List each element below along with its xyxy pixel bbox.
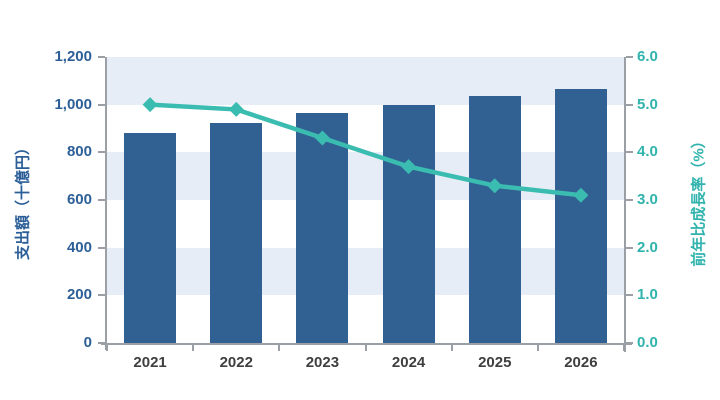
plot-band [107, 104, 624, 153]
right-tick [626, 56, 633, 58]
left-tick-label: 1,000 [54, 95, 92, 113]
x-tick [536, 345, 539, 351]
right-tick-label: 3.0 [637, 191, 658, 208]
bar-2026 [554, 89, 607, 343]
left-tick [98, 103, 105, 106]
x-tick-label: 2021 [133, 354, 167, 371]
right-axis-line [624, 57, 626, 352]
right-axis-title: 前年比成長率（%） [690, 133, 708, 267]
x-tick [450, 345, 453, 351]
right-tick [626, 246, 633, 249]
bar-2024 [382, 104, 435, 343]
left-tick [98, 56, 105, 58]
bar-2025 [468, 96, 521, 343]
right-tick-label: 2.0 [637, 238, 658, 256]
plot-band [107, 152, 624, 200]
right-tick-label: 1.0 [637, 286, 658, 304]
bar-2022 [210, 122, 263, 343]
left-axis-line [105, 57, 107, 350]
left-tick [98, 199, 105, 201]
x-tick [364, 345, 367, 351]
left-tick-label: 800 [66, 143, 92, 161]
right-tick [626, 151, 633, 154]
left-tick [98, 294, 105, 297]
plot-band [107, 247, 624, 296]
right-tick [626, 103, 633, 106]
left-tick-label: 200 [66, 286, 92, 304]
x-tick-label: 2024 [391, 354, 426, 371]
x-axis-line [101, 343, 632, 345]
x-tick-label: 2025 [478, 354, 512, 371]
x-tick-label: 2023 [305, 354, 340, 371]
left-tick-label: 600 [66, 191, 92, 208]
right-tick [626, 199, 633, 201]
right-tick-label: 5.0 [637, 95, 658, 113]
right-tick-label: 6.0 [637, 48, 658, 65]
right-tick-label: 4.0 [637, 143, 658, 161]
x-tick [106, 345, 108, 351]
left-tick-label: 400 [66, 238, 92, 256]
left-tick-label: 0 [83, 334, 92, 351]
bar-2023 [296, 113, 349, 343]
x-tick [278, 345, 281, 351]
plot-band [107, 295, 624, 343]
right-tick [626, 294, 633, 297]
left-axis-title: 支出額（十億円） [14, 139, 32, 261]
right-tick [626, 342, 633, 344]
right-tick-label: 0.0 [637, 334, 658, 351]
left-tick [98, 246, 105, 249]
plot-band [107, 200, 624, 248]
x-tick [623, 345, 625, 351]
x-tick-label: 2022 [219, 354, 253, 371]
left-tick [98, 342, 105, 344]
left-tick-label: 1,200 [54, 48, 92, 65]
x-tick-label: 2026 [564, 354, 598, 371]
plot-band [107, 57, 624, 105]
bar-2021 [124, 133, 177, 343]
left-tick [98, 151, 105, 154]
x-tick [192, 345, 195, 351]
